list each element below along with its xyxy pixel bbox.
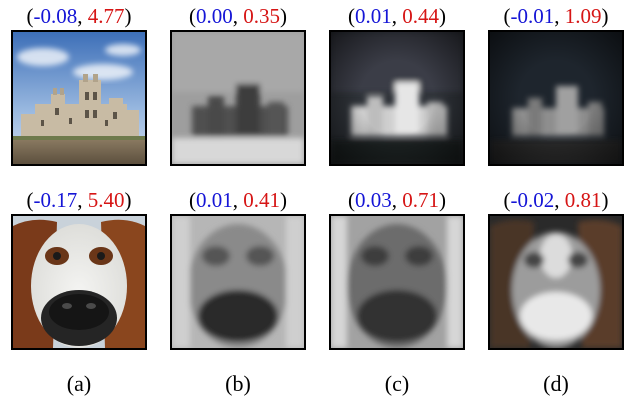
second-value: 0.35 xyxy=(243,4,280,28)
castle-reconstruction-d xyxy=(488,30,624,166)
column-label-d: (d) xyxy=(543,371,569,396)
first-value: -0.17 xyxy=(33,188,78,212)
column-label-c: (c) xyxy=(384,371,410,396)
first-value: 0.00 xyxy=(196,4,233,28)
dog-reconstruction-c xyxy=(329,214,465,350)
second-value: 0.41 xyxy=(243,188,280,212)
first-value: -0.08 xyxy=(33,4,78,28)
value-pair-caption: (-0.01, 1.09) xyxy=(503,4,609,28)
castle-reconstruction-b xyxy=(170,30,306,166)
value-pair-caption: (-0.17, 5.40) xyxy=(26,188,132,212)
dog-photo xyxy=(11,214,147,350)
first-value: -0.02 xyxy=(510,188,555,212)
second-value: 0.71 xyxy=(402,188,439,212)
value-pair-caption: (0.01, 0.44) xyxy=(348,4,446,28)
value-pair-caption: (-0.08, 4.77) xyxy=(26,4,132,28)
first-value: 0.01 xyxy=(196,188,233,212)
first-value: -0.01 xyxy=(510,4,555,28)
column-label-a: (a) xyxy=(66,371,92,396)
second-value: 1.09 xyxy=(564,4,602,28)
castle-reconstruction-c xyxy=(329,30,465,166)
second-value: 0.81 xyxy=(564,188,602,212)
dog-reconstruction-d xyxy=(488,214,624,350)
dog-reconstruction-b xyxy=(170,214,306,350)
value-pair-caption: (0.03, 0.71) xyxy=(348,188,446,212)
value-pair-caption: (0.01, 0.41) xyxy=(189,188,287,212)
second-value: 5.40 xyxy=(87,188,125,212)
first-value: 0.01 xyxy=(355,4,392,28)
column-label-b: (b) xyxy=(225,371,251,396)
castle-photo xyxy=(11,30,147,166)
value-pair-caption: (-0.02, 0.81) xyxy=(503,188,609,212)
first-value: 0.03 xyxy=(355,188,392,212)
value-pair-caption: (0.00, 0.35) xyxy=(189,4,287,28)
second-value: 4.77 xyxy=(87,4,125,28)
second-value: 0.44 xyxy=(402,4,439,28)
